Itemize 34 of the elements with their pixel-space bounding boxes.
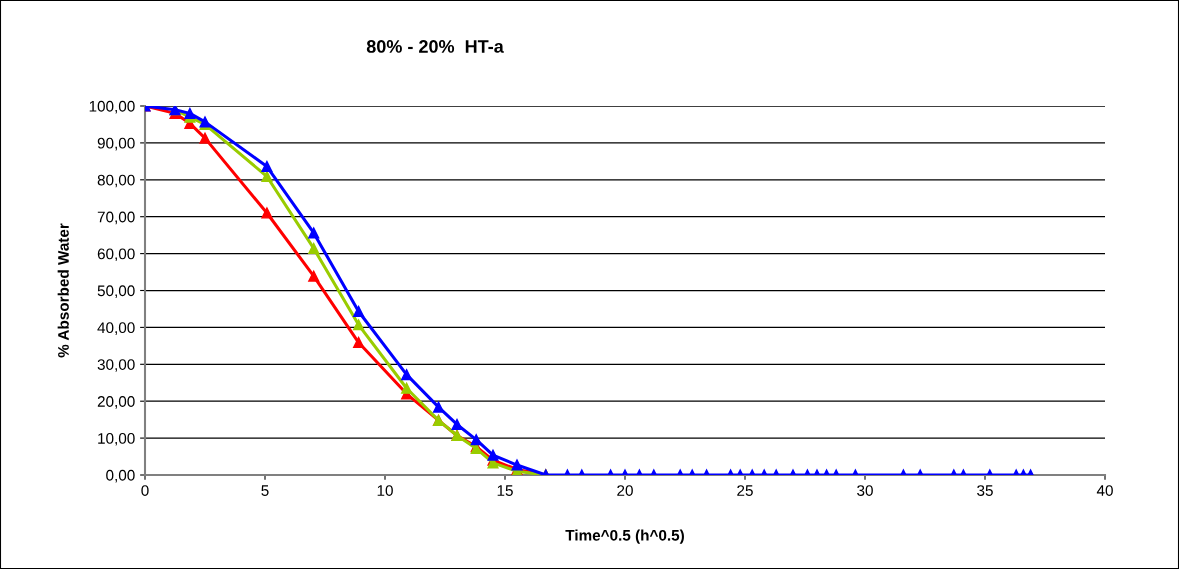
- point: [401, 382, 413, 394]
- y-axis-title: % Absorbed Water: [57, 223, 69, 358]
- x-tick-label: 25: [737, 485, 753, 496]
- point: [308, 242, 320, 254]
- x-tick-label: 0: [141, 485, 149, 496]
- y-tick-label: 80,00: [97, 174, 135, 188]
- y-tick-label: 70,00: [97, 211, 135, 225]
- y-tick-label: 60,00: [97, 248, 135, 262]
- point: [184, 107, 196, 119]
- x-tick-label: 30: [857, 485, 873, 496]
- chart-title: 80% - 20% HT-a: [366, 40, 504, 53]
- x-tick-label: 10: [377, 485, 393, 496]
- x-tick-label: 35: [977, 485, 993, 496]
- x-tick-label: 20: [617, 485, 633, 496]
- point: [199, 132, 211, 144]
- y-tick-label: 0,00: [106, 469, 135, 483]
- point: [308, 227, 320, 239]
- point: [353, 305, 365, 318]
- x-tick-label: 5: [261, 485, 269, 496]
- point: [261, 160, 273, 173]
- x-tick-label: 40: [1096, 485, 1113, 496]
- point: [308, 270, 320, 282]
- y-tick-label: 10,00: [98, 432, 135, 446]
- point: [353, 319, 365, 331]
- y-tick-label: 50,00: [97, 285, 135, 298]
- point: [261, 207, 273, 219]
- y-tick-label: 100,00: [89, 100, 135, 114]
- point: [353, 336, 365, 349]
- y-tick-label: 40,00: [97, 322, 135, 335]
- y-tick-label: 30,00: [97, 359, 135, 372]
- x-tick-label: 15: [497, 485, 513, 496]
- x-axis-title: Time^0.5 (h^0.5): [565, 529, 684, 544]
- y-tick-label: 90,00: [97, 137, 135, 151]
- y-tick-label: 20,00: [97, 396, 135, 409]
